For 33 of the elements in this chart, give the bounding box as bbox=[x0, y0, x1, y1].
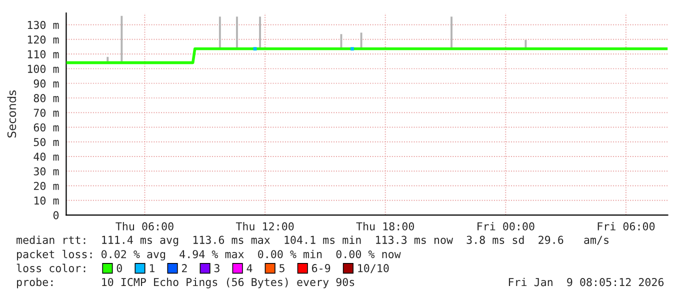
x-tick-label: Fri 00:00 bbox=[478, 222, 534, 230]
legend-title: loss color: bbox=[16, 264, 86, 272]
y-tick-label: 20 m bbox=[34, 182, 59, 190]
legend-label: 1 bbox=[150, 264, 154, 272]
legend-label: 4 bbox=[246, 264, 252, 272]
legend-label: 5 bbox=[280, 264, 284, 272]
x-tick-label: Thu 18:00 bbox=[356, 222, 414, 230]
x-tick-label: Thu 06:00 bbox=[116, 222, 174, 230]
text: probe: 10 ICMP Echo Pings (56 Bytes) every 90s bbox=[17, 278, 354, 288]
y-tick-label: 50 m bbox=[34, 138, 59, 146]
y-tick-label: 60 m bbox=[34, 123, 59, 132]
y-tick-label: 110 m bbox=[28, 50, 59, 58]
legend-label: 3 bbox=[214, 264, 220, 272]
y-axis-title: Seconds bbox=[7, 90, 16, 138]
legend-label: 6-9 bbox=[312, 264, 330, 272]
y-tick-label: 130 m bbox=[28, 20, 59, 30]
y-tick-label: 30 m bbox=[34, 167, 59, 176]
legend-label: 10/10 bbox=[358, 264, 389, 274]
legend-label: 0 bbox=[116, 264, 122, 272]
y-tick-label: 120 m bbox=[28, 36, 59, 44]
y-tick-label: 0 bbox=[53, 211, 59, 220]
y-tick-label: 100 m bbox=[28, 64, 59, 73]
legend-label: 2 bbox=[182, 264, 187, 272]
y-tick-label: 70 m bbox=[34, 108, 59, 117]
x-tick-label: Fri 06:00 bbox=[598, 222, 655, 230]
text: median rtt: 111.4 ms avg 113.6 ms max 104.1 ms min 113.3 ms now 3.8 ms sd 29.6 am/s bbox=[16, 236, 608, 246]
x-tick-label: Thu 12:00 bbox=[236, 222, 294, 230]
y-tick-label: 80 m bbox=[34, 94, 59, 102]
text: Fri Jan 9 08:05:12 2026 bbox=[508, 278, 664, 286]
text: packet loss: 0.02 % avg 4.94 % max 0.00 % min 0.00 % now bbox=[17, 250, 401, 260]
y-tick-label: 10 m bbox=[34, 196, 59, 205]
y-tick-label: 90 m bbox=[34, 79, 59, 88]
y-tick-label: 40 m bbox=[34, 152, 59, 161]
